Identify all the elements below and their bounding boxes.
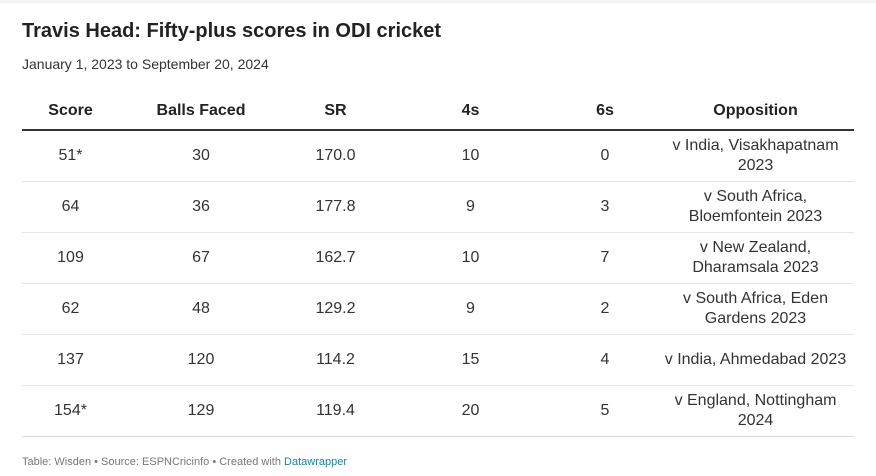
header-balls-faced[interactable]: Balls Faced (119, 92, 283, 131)
cell-sixes: 5 (553, 385, 657, 437)
table-footer: Table: Wisden • Source: ESPNCricinfo • C… (22, 456, 347, 468)
cell-opposition: v England, Nottingham 2024 (657, 385, 854, 437)
datawrapper-link[interactable]: Datawrapper (284, 456, 348, 468)
header-sixes[interactable]: 6s (553, 92, 657, 131)
table-row: 154* 129 119.4 20 5 v England, Nottingha… (22, 385, 854, 437)
cell-fours: 9 (388, 283, 553, 335)
cell-opposition: v India, Ahmedabad 2023 (657, 334, 854, 386)
cell-strike-rate: 177.8 (283, 181, 388, 233)
cell-score: 109 (22, 232, 119, 284)
cell-score: 51* (22, 130, 119, 182)
header-fours[interactable]: 4s (388, 92, 553, 131)
cell-sixes: 7 (553, 232, 657, 284)
table-row: 109 67 162.7 10 7 v New Zealand, Dharams… (22, 232, 854, 284)
table-header-row: Score Balls Faced SR 4s 6s Opposition (22, 92, 854, 131)
cell-fours: 20 (388, 385, 553, 437)
cell-opposition: v New Zealand, Dharamsala 2023 (657, 232, 854, 284)
table-row: 64 36 177.8 9 3 v South Africa, Bloemfon… (22, 181, 854, 233)
cell-score: 137 (22, 334, 119, 386)
cell-fours: 10 (388, 130, 553, 182)
footer-credits: Table: Wisden • Source: ESPNCricinfo • C… (22, 456, 285, 468)
header-score[interactable]: Score (22, 92, 119, 131)
cell-balls-faced: 67 (119, 232, 283, 284)
cell-strike-rate: 162.7 (283, 232, 388, 284)
header-opposition[interactable]: Opposition (657, 92, 854, 131)
top-divider (0, 0, 876, 3)
cell-sixes: 2 (553, 283, 657, 335)
cell-opposition: v South Africa, Eden Gardens 2023 (657, 283, 854, 335)
cell-balls-faced: 30 (119, 130, 283, 182)
cell-fours: 10 (388, 232, 553, 284)
table-row: 137 120 114.2 15 4 v India, Ahmedabad 20… (22, 334, 854, 386)
cell-opposition: v India, Visakhapatnam 2023 (657, 130, 854, 182)
cell-sixes: 0 (553, 130, 657, 182)
cell-balls-faced: 36 (119, 181, 283, 233)
scores-table: Score Balls Faced SR 4s 6s Opposition 51… (22, 92, 854, 437)
table-subtitle: January 1, 2023 to September 20, 2024 (22, 56, 269, 72)
cell-sixes: 4 (553, 334, 657, 386)
cell-score: 154* (22, 385, 119, 437)
cell-strike-rate: 129.2 (283, 283, 388, 335)
cell-fours: 9 (388, 181, 553, 233)
table-row: 62 48 129.2 9 2 v South Africa, Eden Gar… (22, 283, 854, 335)
cell-score: 62 (22, 283, 119, 335)
cell-balls-faced: 120 (119, 334, 283, 386)
cell-sixes: 3 (553, 181, 657, 233)
cell-strike-rate: 119.4 (283, 385, 388, 437)
cell-opposition: v South Africa, Bloemfontein 2023 (657, 181, 854, 233)
cell-balls-faced: 129 (119, 385, 283, 437)
cell-strike-rate: 114.2 (283, 334, 388, 386)
cell-fours: 15 (388, 334, 553, 386)
table-row: 51* 30 170.0 10 0 v India, Visakhapatnam… (22, 130, 854, 182)
cell-balls-faced: 48 (119, 283, 283, 335)
table-title: Travis Head: Fifty-plus scores in ODI cr… (22, 20, 442, 42)
header-strike-rate[interactable]: SR (283, 92, 388, 131)
cell-score: 64 (22, 181, 119, 233)
cell-strike-rate: 170.0 (283, 130, 388, 182)
